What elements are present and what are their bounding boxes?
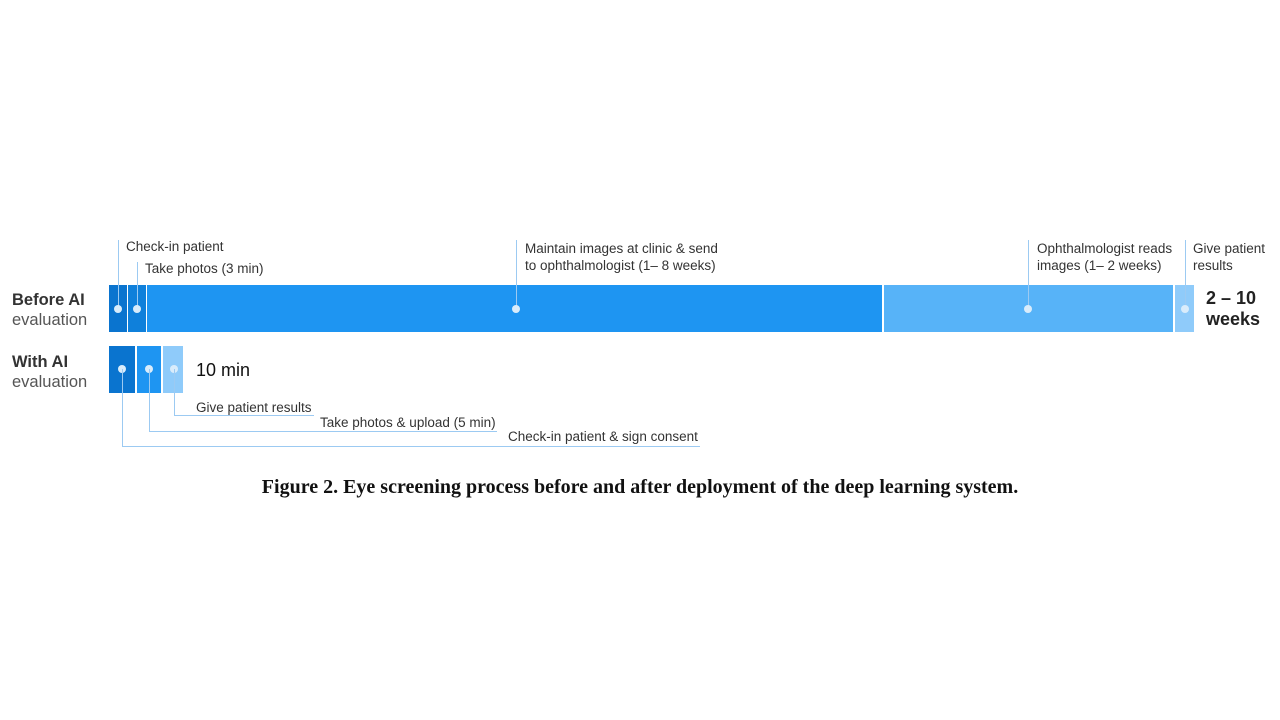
before-results-label-line2: results — [1193, 258, 1233, 273]
with-photos-label: Take photos & upload (5 min) — [320, 415, 496, 430]
before-read-dot — [1024, 305, 1032, 313]
before-results-connector — [1185, 240, 1186, 308]
with-results-label: Give patient results — [196, 400, 312, 415]
with-photos-connector-v — [149, 369, 150, 431]
before-maintain-label-line2: to ophthalmologist (1– 8 weeks) — [525, 258, 716, 273]
before-row-label-line1: Before AI — [12, 291, 85, 309]
with-results-connector-h — [174, 415, 314, 416]
before-photos-dot — [133, 305, 141, 313]
with-row-label-line2: evaluation — [12, 373, 88, 391]
before-photos-connector — [137, 262, 138, 308]
with-results-connector-v — [174, 369, 175, 415]
before-row-label: Before AI evaluation — [12, 290, 87, 330]
before-read-label: Ophthalmologist reads images (1– 2 weeks… — [1037, 240, 1172, 274]
before-read-label-line1: Ophthalmologist reads — [1037, 241, 1173, 256]
with-checkin-connector-v — [122, 369, 123, 446]
before-results-dot — [1181, 305, 1189, 313]
before-read-connector — [1028, 240, 1029, 308]
with-checkin-label: Check-in patient & sign consent — [508, 429, 698, 444]
before-maintain-dot — [512, 305, 520, 313]
before-maintain-label-line1: Maintain images at clinic & send — [525, 241, 718, 256]
before-read-label-line2: images (1– 2 weeks) — [1037, 258, 1162, 273]
before-photos-label: Take photos (3 min) — [145, 261, 264, 276]
before-total-duration: 2 – 10 weeks — [1206, 288, 1261, 329]
before-checkin-label: Check-in patient — [126, 239, 224, 254]
with-photos-connector-h — [149, 431, 497, 432]
before-maintain-label: Maintain images at clinic & send to opht… — [525, 240, 718, 274]
before-results-label-line1: Give patient — [1193, 241, 1266, 256]
with-checkin-connector-h — [122, 446, 700, 447]
before-checkin-dot — [114, 305, 122, 313]
before-maintain-connector — [516, 240, 517, 308]
before-row-label-line2: evaluation — [12, 311, 88, 329]
with-row-label: With AI evaluation — [12, 352, 87, 392]
before-checkin-connector — [118, 240, 119, 308]
with-total-duration: 10 min — [196, 360, 251, 380]
with-row-label-line1: With AI — [12, 353, 69, 371]
before-results-label: Give patient results — [1193, 240, 1265, 274]
figure-caption: Figure 2. Eye screening process before a… — [261, 476, 1019, 498]
